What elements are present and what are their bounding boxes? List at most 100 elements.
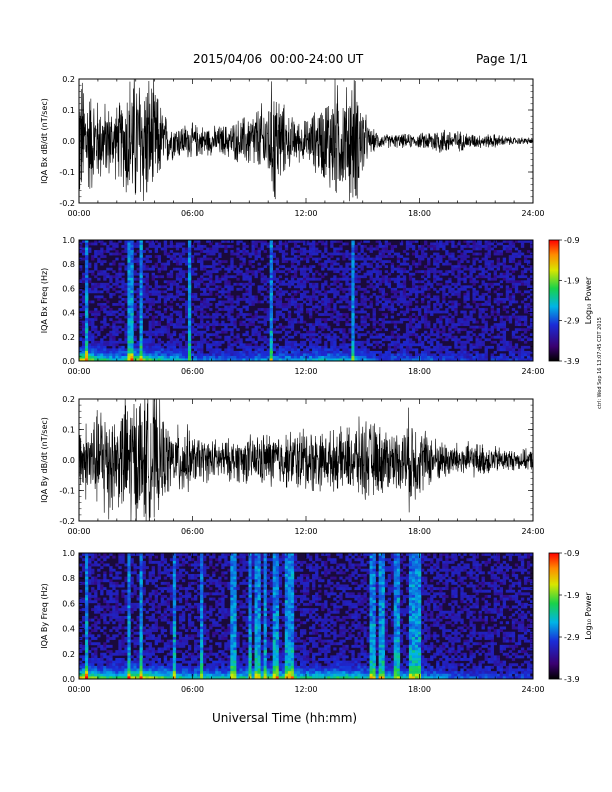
y-axis-label: IQA Bx dB/dt (nT/sec)	[40, 98, 49, 184]
spectrogram-cell	[484, 252, 488, 256]
spectrogram-cell	[408, 348, 413, 352]
spectrogram-cell	[118, 270, 122, 274]
spectrogram-cell	[330, 355, 334, 359]
spectrogram-cell	[445, 250, 449, 253]
spectrogram-cell	[85, 595, 89, 598]
spectrogram-cell	[278, 280, 283, 284]
spectrogram-cell	[424, 320, 428, 324]
spectrogram-cell	[502, 277, 507, 281]
spectrogram-cell	[79, 277, 83, 281]
spectrogram-cell	[184, 353, 189, 357]
spectrogram-cell	[269, 240, 274, 243]
spectrogram-cell	[206, 285, 210, 289]
spectrogram-cell	[160, 348, 165, 352]
spectrogram-cell	[457, 338, 461, 342]
spectrogram-cell	[375, 320, 379, 324]
spectrogram-cell	[502, 245, 507, 248]
spectrogram-cell	[466, 267, 470, 271]
spectrogram-cell	[124, 323, 128, 327]
spectrogram-cell	[230, 240, 234, 243]
spectrogram-cell	[402, 318, 407, 321]
spectrogram-cell	[82, 671, 86, 675]
colorbar-tick-label: -3.9	[564, 357, 580, 366]
spectrogram-cell	[79, 335, 83, 339]
spectrogram-cell	[312, 353, 316, 357]
spectrogram-cell	[321, 240, 325, 243]
spectrogram-cell	[239, 272, 243, 276]
spectrogram-cell	[299, 295, 304, 299]
spectrogram-cell	[324, 358, 328, 362]
spectrogram-cell	[348, 323, 352, 327]
spectrogram-cell	[94, 553, 98, 556]
spectrogram-cell	[475, 247, 479, 251]
spectrogram-cell	[124, 240, 128, 243]
spectrogram-cell	[481, 308, 485, 311]
spectrogram-cell	[91, 671, 95, 675]
spectrogram-cell	[109, 277, 113, 281]
spectrogram-cell	[302, 270, 307, 274]
spectrogram-cell	[151, 308, 155, 311]
spectrogram-cell	[502, 260, 507, 263]
spectrogram-cell	[342, 272, 346, 276]
spectrogram-cell	[106, 267, 110, 271]
spectrogram-cell	[145, 297, 149, 301]
spectrogram-cell	[354, 315, 358, 319]
spectrogram-cell	[109, 310, 113, 314]
spectrogram-cell	[227, 245, 231, 248]
spectrogram-cell	[390, 348, 395, 352]
spectrogram-cell	[451, 303, 455, 306]
spectrogram-cell	[94, 318, 98, 321]
spectrogram-cell	[505, 250, 510, 253]
spectrogram-cell	[451, 315, 455, 319]
spectrogram-cell	[360, 345, 364, 349]
spectrogram-cell	[127, 318, 131, 321]
spectrogram-cell	[209, 292, 213, 296]
spectrogram-cell	[363, 300, 367, 304]
spectrogram-cell	[85, 285, 89, 289]
spectrogram-cell	[190, 350, 195, 354]
spectrogram-cell	[254, 328, 258, 332]
spectrogram-cell	[100, 290, 104, 294]
spectrogram-cell	[472, 282, 476, 286]
spectrogram-cell	[227, 265, 231, 269]
spectrogram-cell	[187, 343, 192, 347]
spectrogram-cell	[109, 338, 113, 342]
spectrogram-cell	[157, 255, 162, 258]
spectrogram-cell	[499, 320, 504, 324]
spectrogram-cell	[200, 318, 204, 321]
spectrogram-cell	[378, 255, 382, 258]
spectrogram-cell	[496, 328, 501, 332]
spectrogram-cell	[466, 320, 470, 324]
spectrogram-cell	[254, 275, 258, 279]
spectrogram-cell	[181, 297, 186, 301]
spectrogram-cell	[227, 275, 231, 279]
spectrogram-cell	[439, 320, 443, 324]
spectrogram-cell	[312, 265, 316, 269]
spectrogram-cell	[172, 330, 177, 334]
spectrogram-cell	[242, 343, 246, 347]
spectrogram-cell	[157, 242, 162, 246]
spectrogram-cell	[94, 595, 98, 598]
spectrogram-cell	[278, 330, 283, 334]
spectrogram-cell	[218, 353, 222, 357]
spectrogram-cell	[178, 280, 183, 284]
spectrogram-cell	[139, 330, 143, 334]
spectrogram-cell	[197, 247, 201, 251]
spectrogram-cell	[523, 240, 528, 243]
spectrogram-cell	[342, 350, 346, 354]
spectrogram-cell	[148, 260, 152, 263]
spectrogram-cell	[357, 285, 361, 289]
spectrogram-cell	[445, 345, 449, 349]
spectrogram-cell	[124, 350, 128, 354]
spectrogram-cell	[79, 650, 83, 654]
spectrogram-cell	[478, 340, 482, 344]
spectrogram-cell	[427, 335, 431, 339]
spectrogram-cell	[529, 355, 534, 359]
spectrogram-cell	[272, 328, 277, 332]
spectrogram-cell	[85, 242, 89, 246]
spectrogram-cell	[215, 358, 219, 362]
spectrogram-cell	[85, 660, 89, 664]
spectrogram-cell	[281, 265, 286, 269]
spectrogram-cell	[175, 257, 180, 261]
spectrogram-cell	[390, 245, 395, 248]
